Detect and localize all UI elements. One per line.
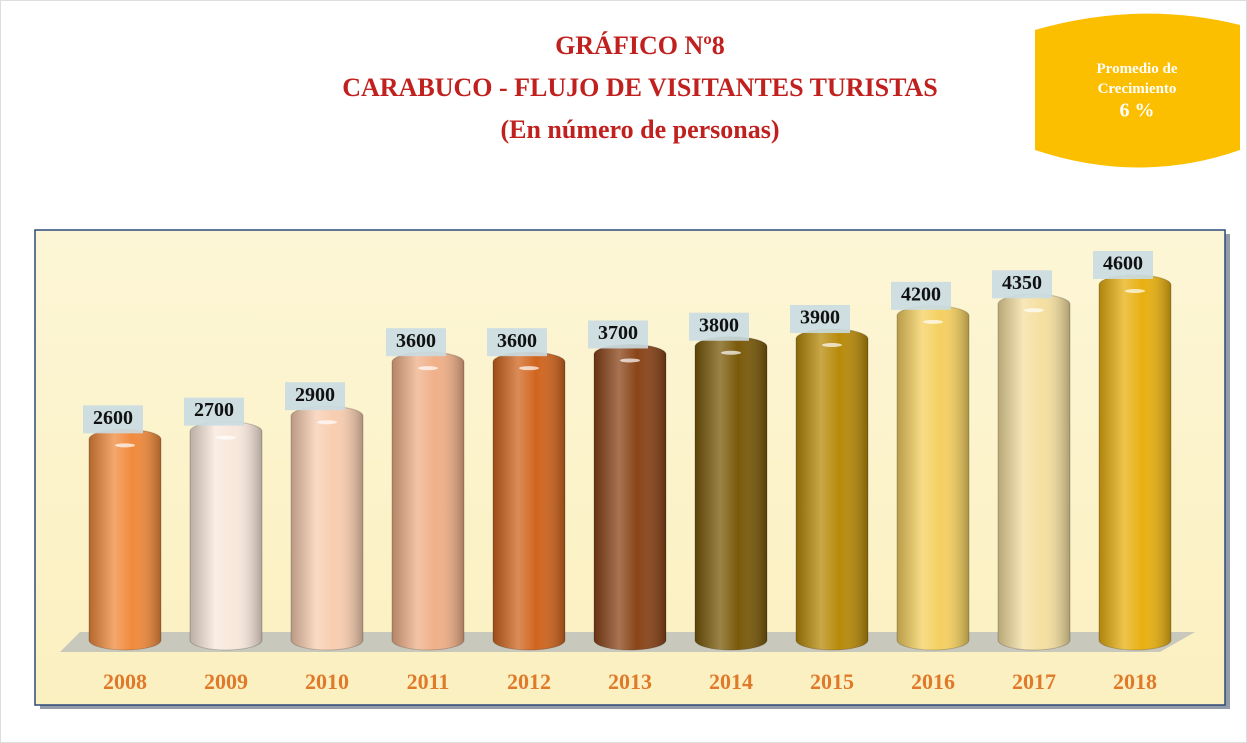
- chart-subtitle: CARABUCO - FLUJO DE VISITANTES TURISTAS: [342, 73, 938, 102]
- bar-shade: [1099, 275, 1171, 650]
- bar-highlight: [418, 366, 438, 371]
- bar-shade: [493, 352, 565, 650]
- value-label: 4200: [901, 283, 941, 305]
- bar-highlight: [822, 343, 842, 348]
- value-label-box: [1093, 251, 1153, 279]
- bar-highlight: [317, 420, 337, 425]
- chart-title: GRÁFICO Nº8: [555, 31, 725, 60]
- x-tick-label: 2011: [407, 669, 450, 694]
- value-label-box: [992, 270, 1052, 299]
- x-tick-label: 2008: [103, 669, 147, 694]
- x-tick-label: 2009: [204, 669, 248, 694]
- value-label: 3600: [497, 330, 537, 352]
- x-tick-label: 2017: [1012, 669, 1056, 694]
- value-label: 4350: [1002, 272, 1042, 294]
- bar-highlight: [923, 319, 943, 324]
- value-label: 2900: [295, 384, 335, 406]
- bar-shade: [89, 429, 161, 650]
- value-label: 3900: [800, 307, 840, 329]
- bar-shade: [291, 406, 363, 650]
- value-label: 3700: [598, 322, 638, 344]
- bar-highlight: [216, 435, 236, 440]
- value-label-box: [588, 320, 648, 349]
- value-label-box: [891, 281, 951, 310]
- value-label: 2700: [194, 399, 234, 421]
- value-label-box: [689, 312, 749, 341]
- value-label-box: [487, 328, 547, 357]
- value-label: 4600: [1103, 253, 1143, 275]
- value-label-box: [184, 397, 244, 426]
- bar-shade: [695, 336, 767, 650]
- value-label-box: [386, 328, 446, 357]
- x-tick-label: 2013: [608, 669, 652, 694]
- x-tick-label: 2015: [810, 669, 854, 694]
- value-label-box: [285, 382, 345, 411]
- x-tick-label: 2010: [305, 669, 349, 694]
- bar-highlight: [1125, 289, 1145, 293]
- bar-shade: [796, 329, 868, 650]
- x-tick-label: 2012: [507, 669, 551, 694]
- bar-shade: [594, 344, 666, 650]
- badge: [1035, 13, 1240, 168]
- badge-label: Promedio de Crecimiento: [1097, 61, 1178, 97]
- value-label: 2600: [93, 407, 133, 429]
- bar-highlight: [519, 366, 539, 371]
- value-label: 3600: [396, 330, 436, 352]
- bar-highlight: [620, 358, 640, 363]
- bar-shade: [998, 294, 1070, 650]
- bar-highlight: [115, 443, 135, 448]
- value-label-box: [83, 405, 143, 434]
- x-tick-label: 2016: [911, 669, 955, 694]
- bar-highlight: [721, 350, 741, 355]
- bar-shade: [190, 421, 262, 650]
- bar-highlight: [1024, 308, 1044, 313]
- x-tick-label: 2018: [1113, 669, 1157, 694]
- unit-note: (En número de personas): [500, 115, 779, 144]
- value-label-box: [790, 305, 850, 334]
- bar-shade: [392, 352, 464, 650]
- badge-value: 6 %: [1120, 100, 1155, 122]
- x-tick-label: 2014: [709, 669, 753, 694]
- bar-shade: [897, 305, 969, 650]
- value-label: 3800: [699, 314, 739, 336]
